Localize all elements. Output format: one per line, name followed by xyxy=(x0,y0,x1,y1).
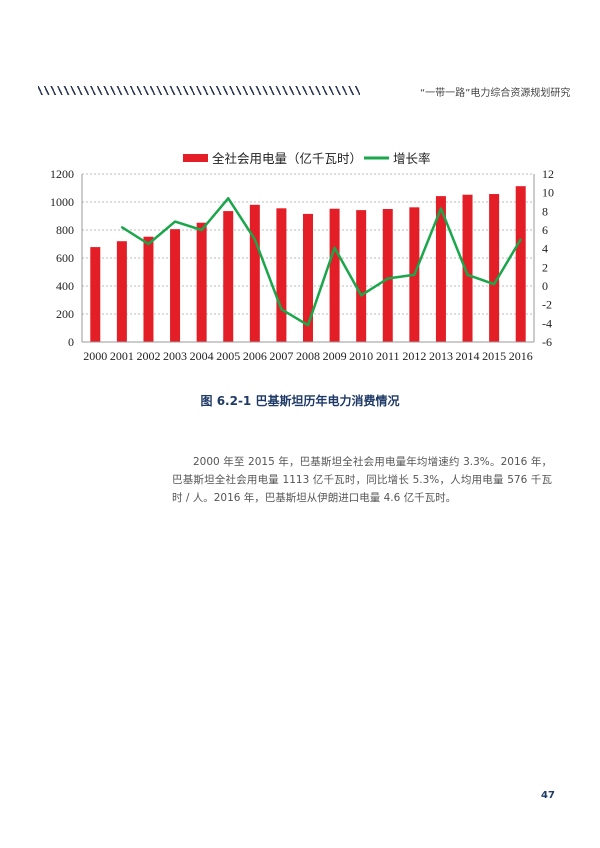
growth-rate-point xyxy=(174,220,177,223)
x-tick-label: 2007 xyxy=(269,349,293,363)
growth-rate-point xyxy=(200,229,203,231)
y-left-tick-label: 0 xyxy=(68,335,74,349)
bar xyxy=(196,222,207,342)
x-tick-label: 2014 xyxy=(456,349,480,363)
x-tick-label: 2008 xyxy=(296,349,320,363)
x-tick-label: 2015 xyxy=(482,349,506,363)
y-left-tick-label: 400 xyxy=(56,279,74,293)
growth-rate-point xyxy=(333,246,336,249)
bar xyxy=(329,208,340,342)
y-right-tick-label: 4 xyxy=(542,242,548,256)
growth-rate-point xyxy=(253,238,256,241)
bar xyxy=(143,236,154,342)
y-right-tick-label: -2 xyxy=(542,298,552,312)
x-tick-label: 2002 xyxy=(136,349,160,363)
growth-rate-point xyxy=(307,324,309,327)
figure-caption: 图 6.2-1 巴基斯坦历年电力消费情况 xyxy=(200,394,400,408)
y-right-tick-label: 12 xyxy=(542,167,554,181)
y-left-tick-label: 600 xyxy=(56,251,74,265)
bar xyxy=(249,204,260,342)
bar xyxy=(170,229,181,342)
y-left-tick-label: 800 xyxy=(56,223,74,237)
growth-rate-point xyxy=(493,283,496,286)
page-number: 47 xyxy=(541,790,555,801)
header-hatch-decoration xyxy=(38,86,360,95)
y-left-tick-label: 1200 xyxy=(50,167,74,181)
header-title: “一带一路”电力综合资源规划研究 xyxy=(420,88,571,99)
legend-label-bar: 全社会用电量（亿千瓦时） xyxy=(212,151,362,166)
growth-rate-point xyxy=(519,238,522,241)
bar xyxy=(90,247,101,342)
bar xyxy=(223,211,234,342)
y-right-tick-label: 10 xyxy=(542,186,554,200)
y-right-tick-label: 8 xyxy=(542,204,548,218)
bar xyxy=(435,196,446,342)
y-left-tick-label: 200 xyxy=(56,307,74,321)
bar xyxy=(116,241,127,342)
growth-rate-point xyxy=(413,273,416,276)
legend-swatch-bar xyxy=(183,154,208,162)
growth-rate-point xyxy=(280,308,283,311)
bar xyxy=(356,210,367,342)
y-right-tick-label: 6 xyxy=(542,223,548,237)
x-tick-label: 2011 xyxy=(376,349,400,363)
x-tick-label: 2006 xyxy=(243,349,267,363)
growth-rate-point xyxy=(360,294,363,297)
y-right-tick-label: 0 xyxy=(542,279,548,293)
growth-rate-point xyxy=(227,197,230,200)
bar xyxy=(462,194,473,342)
x-tick-label: 2009 xyxy=(323,349,347,363)
chart: 0 200 400 600 800 1000 1200 -6 -4 -2 0 2 4 6 8 10 12 2000… xyxy=(50,151,554,363)
x-tick-label: 2013 xyxy=(429,349,453,363)
bar xyxy=(303,213,313,342)
x-tick-label: 2016 xyxy=(509,349,533,363)
body-paragraph: 2000 年至 2015 年，巴基斯坦全社会用电量年均增速约 3.3%。2016… xyxy=(172,456,552,504)
growth-rate-point xyxy=(120,226,123,229)
bar xyxy=(489,194,500,342)
x-tick-label: 2003 xyxy=(163,349,187,363)
growth-rate-point xyxy=(386,277,389,280)
growth-rate-point xyxy=(439,207,442,210)
x-tick-label: 2001 xyxy=(110,349,134,363)
bar xyxy=(382,209,393,342)
x-tick-label: 2005 xyxy=(216,349,240,363)
x-tick-label: 2004 xyxy=(190,349,214,363)
bar xyxy=(515,186,526,342)
x-tick-label: 2000 xyxy=(83,349,107,363)
y-left-tick-label: 1000 xyxy=(50,195,74,209)
growth-rate-point xyxy=(466,273,469,276)
legend-label-line: 增长率 xyxy=(393,151,431,166)
growth-rate-point xyxy=(147,243,150,245)
y-right-tick-label: 2 xyxy=(542,260,548,274)
growth-rate-line xyxy=(121,197,522,327)
bar xyxy=(276,208,287,342)
x-tick-label: 2012 xyxy=(402,349,426,363)
x-tick-label: 2010 xyxy=(349,349,373,363)
y-right-tick-label: -4 xyxy=(542,316,552,330)
y-right-tick-label: -6 xyxy=(542,335,552,349)
